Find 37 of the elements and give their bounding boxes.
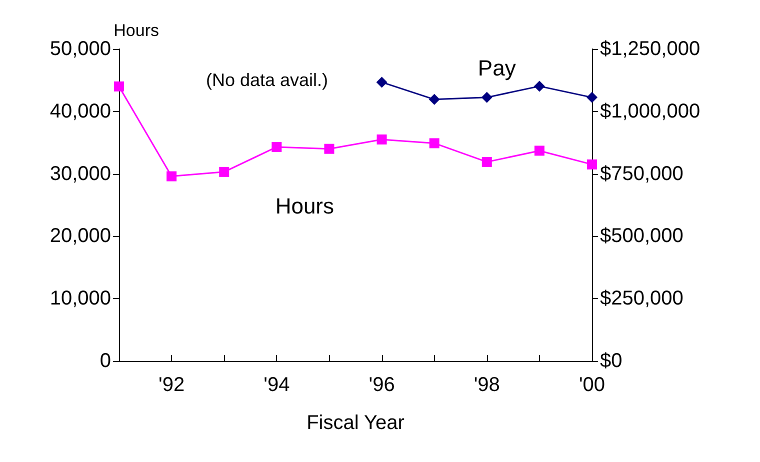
x-tick-label: '98 [474, 374, 500, 396]
point [428, 94, 440, 105]
point [534, 80, 545, 92]
y-tick-label: 0 [100, 350, 111, 372]
x-tick-label: '96 [368, 374, 395, 396]
annotation: (No data avail.) [206, 70, 328, 90]
point [534, 146, 544, 156]
point [586, 92, 598, 103]
y-axis-title: Hours [114, 21, 159, 40]
point [219, 166, 230, 177]
y2-tick-label: $1,000,000 [600, 100, 700, 122]
point [272, 142, 282, 152]
point [429, 138, 440, 148]
y2-tick-label: $0 [600, 350, 622, 372]
point [481, 92, 492, 103]
y2-tick-label: $250,000 [600, 288, 684, 310]
x-axis-title: Fiscal Year [306, 412, 405, 434]
x-tick-label: '94 [264, 374, 290, 396]
y-tick-label: 10,000 [50, 288, 111, 310]
y2-tick-label: $750,000 [600, 162, 684, 185]
series-label: Hours [275, 193, 334, 218]
y-tick-label: 50,000 [50, 38, 111, 60]
y2-tick-label: $500,000 [600, 225, 684, 248]
point [587, 159, 597, 170]
point [166, 171, 177, 182]
series-label: Pay [478, 55, 516, 80]
point [376, 76, 388, 88]
point [114, 81, 124, 92]
point [324, 144, 334, 154]
y-tick-label: 30,000 [50, 162, 111, 185]
y-tick-label: 40,000 [50, 100, 111, 122]
x-tick-label: '92 [158, 374, 185, 396]
point [482, 156, 492, 167]
y-tick-label: 20,000 [50, 225, 111, 248]
point [376, 134, 387, 144]
x-tick-label: '00 [578, 374, 606, 396]
y2-tick-label: $1,250,000 [600, 38, 700, 60]
